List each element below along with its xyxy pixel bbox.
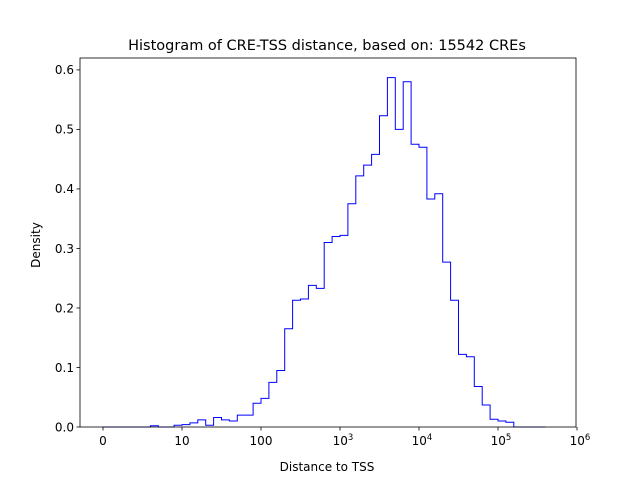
- x-tick-label: 106: [570, 433, 591, 448]
- x-tick-label: 104: [412, 433, 433, 448]
- y-tick-label: 0.5: [55, 123, 74, 137]
- y-tick-label: 0.6: [55, 63, 74, 77]
- chart-title: Histogram of CRE-TSS distance, based on:…: [128, 38, 526, 54]
- x-tick-label: 0: [99, 434, 107, 448]
- histogram-outline: [103, 77, 546, 428]
- x-tick-label: 105: [491, 433, 512, 448]
- x-axis-label: Distance to TSS: [280, 460, 375, 474]
- y-tick-label: 0.0: [55, 420, 74, 434]
- y-axis-label: Density: [29, 222, 43, 268]
- y-tick-label: 0.4: [55, 182, 74, 196]
- x-tick-label: 103: [333, 433, 354, 448]
- plot-area: 0.0 0.1 0.2 0.3 0.4 0.5 0.6 0 10 100 103 104 105 106: [55, 57, 591, 448]
- y-tick-label: 0.1: [55, 361, 74, 375]
- x-tick-label: 100: [250, 434, 273, 448]
- y-tick-label: 0.3: [55, 242, 74, 256]
- x-tick-label: 10: [174, 434, 189, 448]
- y-tick-label: 0.2: [55, 301, 74, 315]
- axes-frame: [79, 57, 577, 428]
